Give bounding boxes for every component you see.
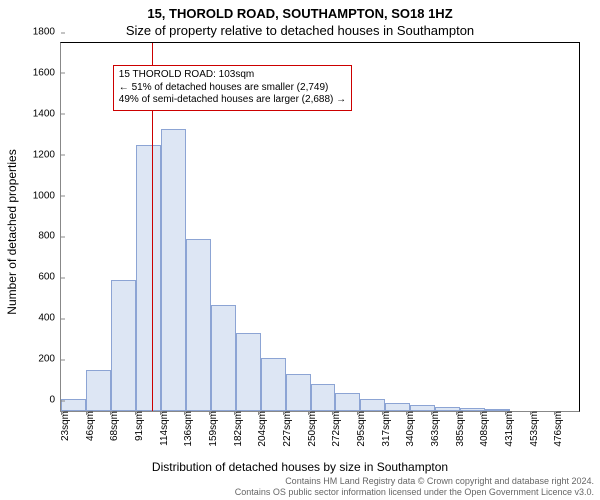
- histogram-bar: [236, 333, 261, 411]
- histogram-bar: [136, 145, 161, 411]
- x-tick-label: 227sqm: [278, 411, 293, 447]
- x-tick-label: 340sqm: [401, 411, 416, 447]
- y-tick: 600: [38, 272, 61, 283]
- x-tick-label: 204sqm: [253, 411, 268, 447]
- x-tick-label: 408sqm: [475, 411, 490, 447]
- y-tick: 1600: [33, 67, 61, 78]
- chart-title-address: 15, THOROLD ROAD, SOUTHAMPTON, SO18 1HZ: [0, 0, 600, 21]
- x-tick-label: 431sqm: [500, 411, 515, 447]
- histogram-bar: [161, 129, 186, 411]
- histogram-bar: [286, 374, 311, 411]
- x-tick-label: 23sqm: [56, 411, 71, 441]
- y-tick: 1800: [33, 27, 61, 38]
- x-tick-label: 68sqm: [105, 411, 120, 441]
- y-tick: 800: [38, 231, 61, 242]
- y-tick: 400: [38, 313, 61, 324]
- x-tick-label: 385sqm: [451, 411, 466, 447]
- y-tick: 200: [38, 354, 61, 365]
- annotation-line: 49% of semi-detached houses are larger (…: [119, 94, 346, 107]
- histogram-bar: [211, 305, 236, 411]
- x-tick-label: 46sqm: [81, 411, 96, 441]
- histogram-bar: [186, 239, 211, 411]
- x-tick-label: 453sqm: [525, 411, 540, 447]
- histogram-bar: [86, 370, 111, 411]
- x-tick-label: 91sqm: [130, 411, 145, 441]
- histogram-bar: [311, 384, 336, 411]
- x-tick-label: 114sqm: [155, 411, 170, 446]
- x-tick-label: 295sqm: [352, 411, 367, 447]
- histogram-bar: [360, 399, 385, 411]
- y-axis-label: Number of detached properties: [5, 149, 19, 314]
- footer-line-2: Contains OS public sector information li…: [0, 487, 594, 498]
- footer-line-1: Contains HM Land Registry data © Crown c…: [0, 476, 594, 487]
- chart-container: 15, THOROLD ROAD, SOUTHAMPTON, SO18 1HZ …: [0, 0, 600, 500]
- y-tick: 1000: [33, 190, 61, 201]
- annotation-line: 15 THOROLD ROAD: 103sqm: [119, 69, 346, 82]
- x-tick-label: 363sqm: [426, 411, 441, 447]
- x-tick-label: 159sqm: [204, 411, 219, 447]
- x-tick-label: 476sqm: [549, 411, 564, 447]
- x-tick-label: 272sqm: [327, 411, 342, 447]
- x-tick-label: 317sqm: [377, 411, 392, 447]
- y-tick: 0: [49, 395, 61, 406]
- histogram-bar: [335, 393, 360, 411]
- histogram-bar: [111, 280, 136, 411]
- histogram-bar: [261, 358, 286, 411]
- y-tick: 1200: [33, 149, 61, 160]
- chart-subtitle: Size of property relative to detached ho…: [0, 21, 600, 38]
- footer-attribution: Contains HM Land Registry data © Crown c…: [0, 476, 594, 498]
- x-tick-label: 136sqm: [179, 411, 194, 447]
- plot-area: 15 THOROLD ROAD: 103sqm← 51% of detached…: [60, 42, 580, 412]
- x-axis-label: Distribution of detached houses by size …: [0, 460, 600, 474]
- y-tick: 1400: [33, 108, 61, 119]
- annotation-line: ← 51% of detached houses are smaller (2,…: [119, 82, 346, 95]
- annotation-box: 15 THOROLD ROAD: 103sqm← 51% of detached…: [113, 65, 352, 111]
- x-tick-label: 182sqm: [229, 411, 244, 447]
- x-tick-label: 250sqm: [303, 411, 318, 447]
- histogram-bar: [385, 403, 410, 411]
